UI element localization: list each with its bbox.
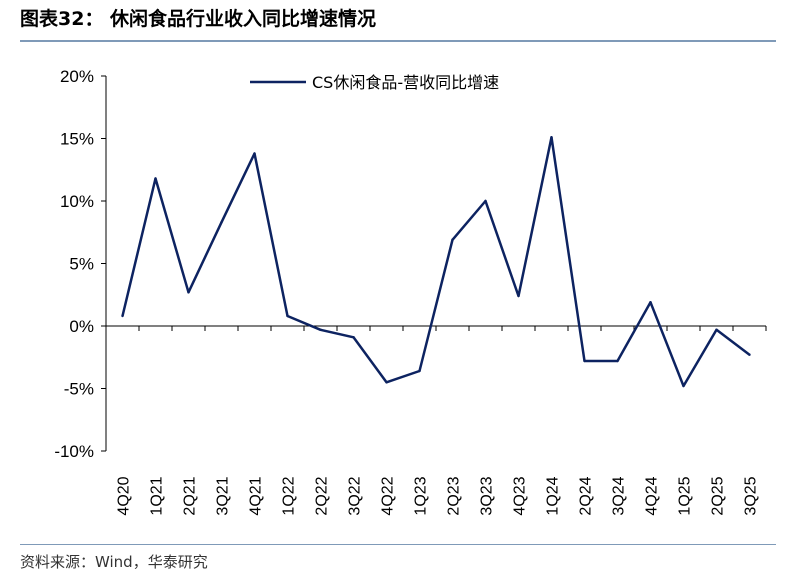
x-tick-label: 2Q23 bbox=[446, 476, 463, 515]
figure-title: 图表32： 休闲食品行业收入同比增速情况 bbox=[20, 8, 377, 30]
data-point bbox=[550, 136, 553, 139]
x-tick-label: 4Q24 bbox=[644, 476, 661, 515]
data-point bbox=[748, 353, 751, 356]
data-point bbox=[385, 381, 388, 384]
x-tick-label: 3Q25 bbox=[743, 476, 760, 515]
y-tick-label: 5% bbox=[69, 255, 94, 274]
legend-label: CS休闲食品-营收同比增速 bbox=[312, 73, 499, 92]
y-tick-label: -10% bbox=[54, 442, 94, 461]
data-point bbox=[418, 369, 421, 373]
title-rule bbox=[20, 40, 776, 42]
data-point bbox=[253, 152, 256, 155]
data-point bbox=[484, 199, 487, 203]
x-tick-label: 4Q21 bbox=[248, 476, 265, 515]
x-tick-label: 4Q20 bbox=[116, 476, 133, 515]
x-tick-label: 3Q23 bbox=[479, 476, 496, 515]
data-point bbox=[352, 336, 355, 339]
data-point bbox=[319, 328, 322, 331]
data-point bbox=[517, 294, 520, 298]
data-point bbox=[583, 359, 586, 363]
y-tick-label: -5% bbox=[64, 380, 94, 399]
y-tick-label: 20% bbox=[60, 67, 94, 86]
data-point bbox=[154, 177, 157, 180]
x-tick-label: 4Q22 bbox=[380, 476, 397, 515]
x-tick-label: 4Q23 bbox=[512, 476, 529, 515]
x-tick-label: 1Q25 bbox=[677, 476, 694, 515]
data-point bbox=[649, 301, 652, 304]
data-point bbox=[616, 359, 619, 363]
x-tick-label: 2Q24 bbox=[578, 476, 595, 515]
x-tick-label: 1Q21 bbox=[149, 476, 166, 515]
source-note: 资料来源：Wind，华泰研究 bbox=[20, 553, 208, 571]
data-point bbox=[451, 238, 454, 241]
y-tick-label: 15% bbox=[60, 130, 94, 149]
data-point bbox=[286, 314, 289, 318]
x-tick-label: 3Q22 bbox=[347, 476, 364, 515]
data-point bbox=[121, 314, 124, 318]
x-tick-label: 3Q21 bbox=[215, 476, 232, 515]
source-rule bbox=[20, 544, 776, 545]
x-tick-label: 2Q22 bbox=[314, 476, 331, 515]
data-point bbox=[220, 221, 223, 224]
x-tick-label: 2Q25 bbox=[710, 476, 727, 515]
data-point bbox=[187, 291, 190, 294]
x-tick-label: 1Q23 bbox=[413, 476, 430, 515]
series-line bbox=[121, 136, 751, 388]
data-point bbox=[715, 328, 718, 331]
x-tick-label: 1Q22 bbox=[281, 476, 298, 515]
y-tick-label: 10% bbox=[60, 192, 94, 211]
x-tick-label: 2Q21 bbox=[182, 476, 199, 515]
y-tick-label: 0% bbox=[69, 317, 94, 336]
data-point bbox=[682, 384, 685, 388]
x-tick-label: 1Q24 bbox=[545, 476, 562, 515]
x-tick-label: 3Q24 bbox=[611, 476, 628, 515]
